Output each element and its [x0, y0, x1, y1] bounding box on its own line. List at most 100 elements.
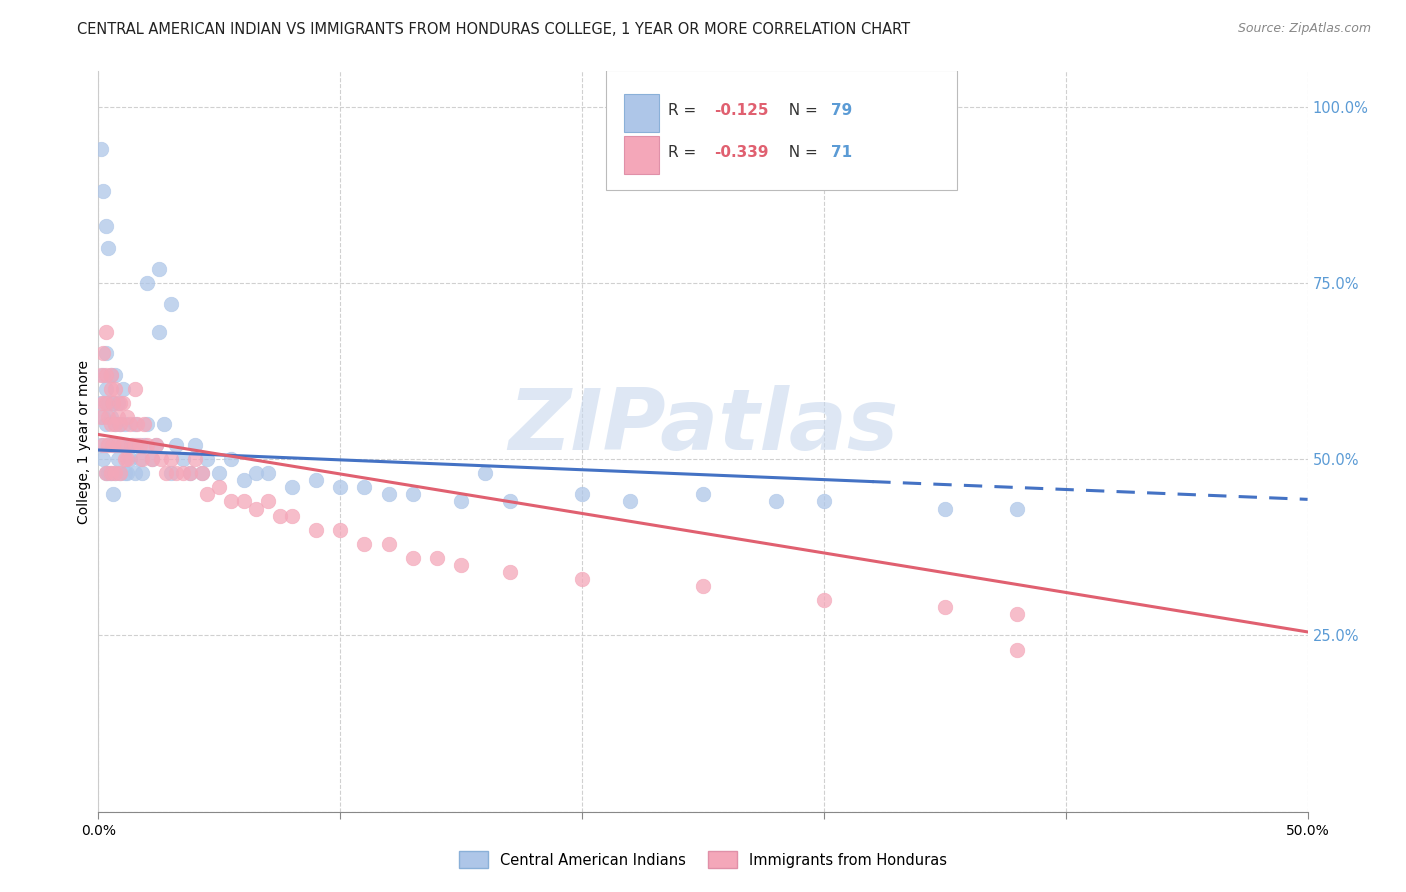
- Point: [94, 346, 117, 360]
- Text: -0.125: -0.125: [714, 103, 769, 118]
- Y-axis label: College, 1 year or more: College, 1 year or more: [77, 359, 91, 524]
- Point: [269, 508, 291, 523]
- Point: [101, 438, 124, 452]
- Point: [101, 396, 124, 410]
- Point: [474, 467, 496, 481]
- Point: [108, 467, 131, 481]
- Point: [160, 452, 183, 467]
- Point: [101, 396, 124, 410]
- Text: ZIPatlas: ZIPatlas: [508, 385, 898, 468]
- Point: [121, 438, 143, 452]
- Point: [104, 417, 127, 431]
- Point: [94, 219, 117, 234]
- Point: [281, 508, 304, 523]
- Point: [165, 467, 187, 481]
- Point: [117, 467, 139, 481]
- Point: [619, 494, 641, 508]
- Point: [111, 438, 134, 452]
- Point: [208, 467, 231, 481]
- Point: [377, 537, 399, 551]
- Point: [94, 368, 117, 382]
- Point: [108, 417, 131, 431]
- Point: [107, 396, 129, 410]
- Point: [498, 494, 520, 508]
- Point: [329, 480, 352, 494]
- Point: [150, 452, 173, 467]
- Point: [94, 467, 117, 481]
- Point: [127, 417, 149, 431]
- Point: [90, 438, 112, 452]
- Text: 71: 71: [831, 145, 852, 161]
- Point: [108, 467, 131, 481]
- Point: [232, 473, 254, 487]
- Point: [100, 467, 122, 481]
- Point: [692, 579, 714, 593]
- Point: [498, 565, 520, 579]
- Point: [100, 417, 122, 431]
- Point: [97, 396, 120, 410]
- Point: [402, 550, 425, 565]
- Point: [97, 467, 120, 481]
- Point: [692, 487, 714, 501]
- Point: [305, 523, 328, 537]
- Point: [104, 368, 127, 382]
- Point: [134, 417, 156, 431]
- Point: [117, 409, 139, 424]
- Point: [191, 467, 214, 481]
- Point: [450, 558, 472, 572]
- Point: [107, 409, 129, 424]
- Point: [114, 467, 136, 481]
- Point: [118, 452, 141, 467]
- Point: [353, 537, 375, 551]
- Point: [131, 452, 153, 467]
- Point: [108, 417, 131, 431]
- Point: [179, 467, 201, 481]
- Point: [571, 572, 593, 586]
- Point: [571, 487, 593, 501]
- Point: [256, 467, 278, 481]
- Point: [450, 494, 472, 508]
- Point: [104, 417, 127, 431]
- Point: [94, 396, 117, 410]
- Point: [111, 382, 134, 396]
- Point: [245, 467, 267, 481]
- Point: [101, 438, 124, 452]
- Point: [104, 382, 127, 396]
- Point: [97, 438, 120, 452]
- Point: [107, 452, 129, 467]
- Point: [305, 473, 328, 487]
- Text: R =: R =: [668, 103, 702, 118]
- Point: [155, 467, 177, 481]
- Point: [100, 368, 122, 382]
- Point: [148, 325, 170, 339]
- Point: [100, 368, 122, 382]
- Point: [128, 452, 150, 467]
- Point: [90, 142, 112, 156]
- Point: [94, 417, 117, 431]
- Point: [97, 241, 120, 255]
- Point: [108, 396, 131, 410]
- Point: [281, 480, 304, 494]
- Point: [90, 368, 112, 382]
- Point: [94, 467, 117, 481]
- Point: [111, 396, 134, 410]
- Point: [1007, 501, 1029, 516]
- Point: [160, 467, 183, 481]
- Point: [94, 382, 117, 396]
- Point: [195, 487, 218, 501]
- Point: [172, 452, 194, 467]
- Text: -0.339: -0.339: [714, 145, 769, 161]
- Point: [91, 184, 114, 198]
- Point: [232, 494, 254, 508]
- Point: [184, 452, 207, 467]
- Point: [160, 297, 183, 311]
- Point: [172, 467, 194, 481]
- Point: [256, 494, 278, 508]
- Point: [121, 438, 143, 452]
- Point: [135, 276, 157, 290]
- Point: [221, 452, 243, 467]
- Text: N =: N =: [779, 103, 823, 118]
- Point: [91, 409, 114, 424]
- Point: [377, 487, 399, 501]
- Point: [131, 467, 153, 481]
